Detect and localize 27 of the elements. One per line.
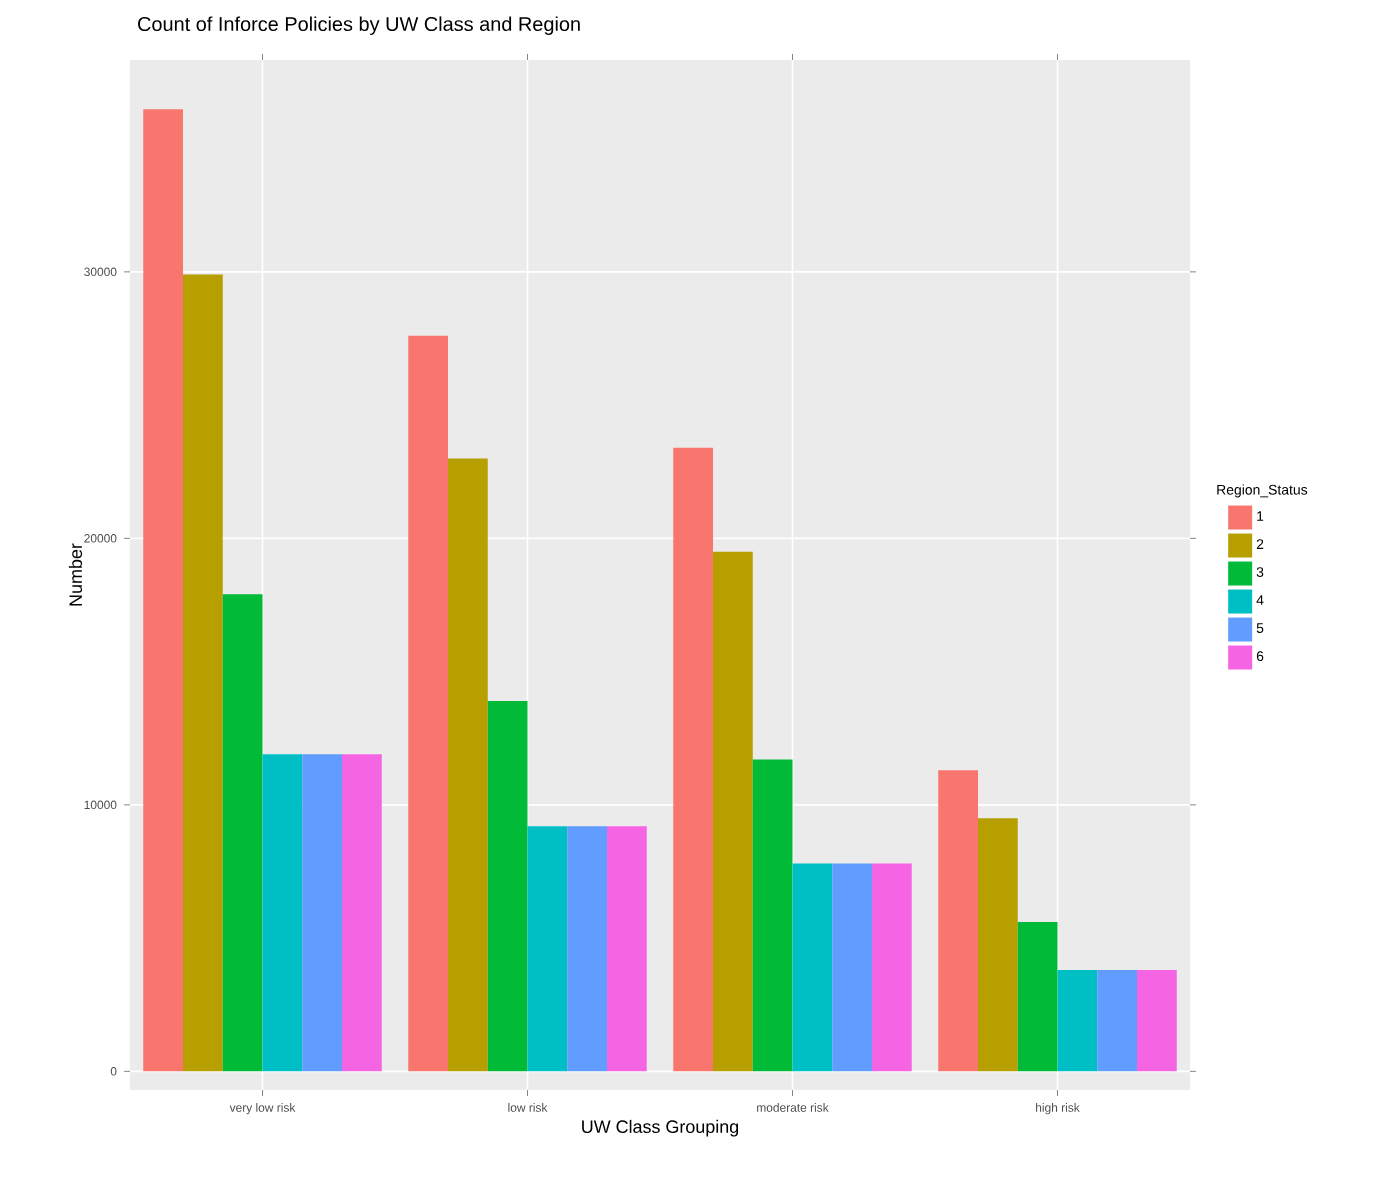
bar [302,754,342,1072]
bar [673,447,713,1072]
chart-title: Count of Inforce Policies by UW Class and Region [138,16,580,35]
bar [713,551,753,1072]
bar [408,335,448,1072]
bar [143,109,183,1072]
bar [938,770,978,1072]
bar [183,274,223,1072]
bar [1137,970,1177,1072]
bar [978,818,1018,1072]
bar [832,863,872,1072]
bar [527,826,568,1072]
bar [262,754,303,1072]
bar [222,594,263,1072]
bar [1017,922,1058,1072]
bar [342,754,382,1072]
bar [872,863,912,1072]
bar [487,700,528,1072]
y-axis-title: Number [68,543,83,606]
bar [567,826,607,1072]
x-axis-title: UW Class Grouping [582,1119,739,1137]
bar [1097,970,1137,1072]
bar [1057,970,1098,1072]
bar [792,863,833,1072]
bar [448,458,488,1072]
bar [752,759,793,1072]
bar [607,826,647,1072]
